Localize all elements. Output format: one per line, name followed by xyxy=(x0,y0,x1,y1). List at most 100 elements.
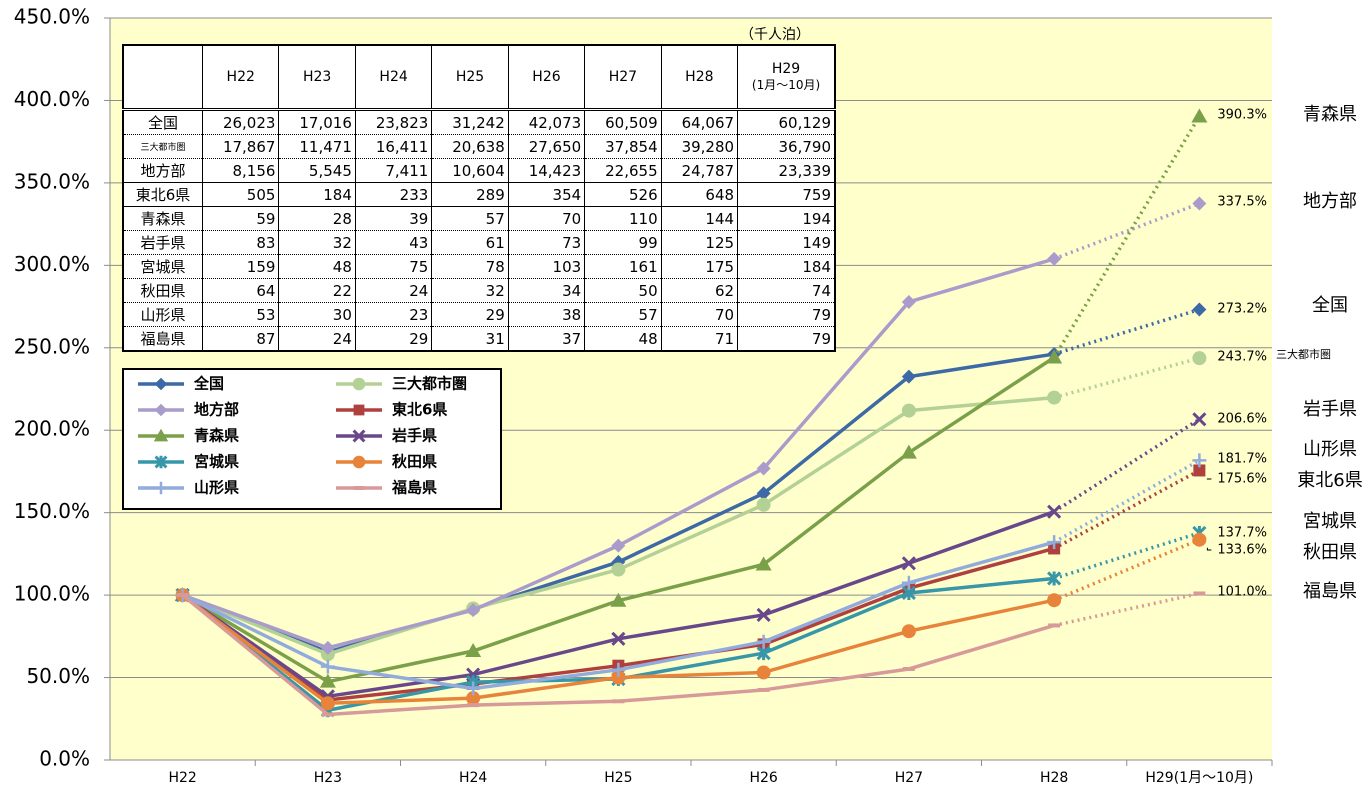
marker xyxy=(352,429,366,443)
series: 101.0% 福島県 xyxy=(176,581,1357,717)
table-cell: H24 xyxy=(354,45,432,111)
marker xyxy=(1192,532,1207,547)
table-cell: 57 xyxy=(431,206,509,231)
series-projection xyxy=(1053,531,1200,581)
data-table: H22 H23 H24 H25 H26 H27 H28 H29 (1月～10月) 全国 26,023… xyxy=(122,44,836,352)
table-cell xyxy=(122,45,203,111)
table-cell: 175 xyxy=(660,254,738,279)
marker xyxy=(1047,390,1062,405)
table-cell: 37 xyxy=(507,326,585,352)
table-cell: 74 xyxy=(737,278,835,303)
series-end-label: 三大都市圏 xyxy=(1276,347,1331,361)
x-tick-label: H23 xyxy=(314,770,342,786)
table-cell: 30 xyxy=(278,302,356,327)
leader-line xyxy=(1206,478,1212,480)
table-cell: 289 xyxy=(431,182,509,207)
marker xyxy=(154,403,168,417)
marker xyxy=(1192,453,1207,468)
marker xyxy=(610,592,627,607)
table-row: 青森県 59 28 39 57 70 110 144 194 xyxy=(122,206,835,231)
table-cell: 233 xyxy=(354,182,432,207)
table-row: 福島県 87 24 29 31 37 48 71 79 xyxy=(122,326,835,352)
value-label: 337.5% xyxy=(1217,195,1267,210)
series: 181.7% 山形県 xyxy=(175,439,1357,696)
table-cell: 7,411 xyxy=(354,158,432,183)
series-end-label: 福島県 xyxy=(1303,581,1357,602)
marker xyxy=(153,428,169,442)
y-tick-label: 50.0% xyxy=(26,664,90,688)
unit-label: （千人泊） xyxy=(740,27,810,43)
marker xyxy=(320,640,335,655)
table-cell: 38 xyxy=(507,302,585,327)
series-end-label: 秋田県 xyxy=(1303,542,1357,563)
table-cell: 全国 xyxy=(122,109,203,135)
table-cell: 48 xyxy=(278,254,356,279)
series-projection xyxy=(1053,538,1201,602)
series: 390.3% 青森県 xyxy=(174,104,1357,688)
legend-label: 全国 xyxy=(193,375,224,393)
table-cell: 61 xyxy=(431,230,509,255)
marker xyxy=(1193,464,1206,477)
table-cell: 75 xyxy=(354,254,432,279)
table-cell: 22,655 xyxy=(584,158,662,183)
marker xyxy=(154,377,168,391)
table-header: H22 H23 H24 H25 H26 H27 H28 H29 (1月～10月) xyxy=(122,45,835,111)
table-cell: 17,867 xyxy=(201,134,279,159)
x-tick-label: H22 xyxy=(168,770,196,786)
table-cell: 23,823 xyxy=(354,109,432,135)
marker xyxy=(901,575,916,590)
y-tick-label: 200.0% xyxy=(14,417,90,441)
table-cell: 37,854 xyxy=(584,134,662,159)
marker xyxy=(756,461,771,476)
table-cell: 79 xyxy=(737,326,835,352)
table-cell: 31 xyxy=(431,326,509,352)
table-cell: 79 xyxy=(737,302,835,327)
table-cell: 103 xyxy=(507,254,585,279)
legend-label: 青森県 xyxy=(194,427,239,445)
marker xyxy=(756,497,771,512)
legend-label: 秋田県 xyxy=(392,453,437,471)
marker xyxy=(901,294,916,309)
table-cell: 99 xyxy=(584,230,662,255)
table-cell: 71 xyxy=(660,326,738,352)
marker xyxy=(320,696,335,711)
table-cell: 36,790 xyxy=(737,134,835,159)
table-cell: 144 xyxy=(660,206,738,231)
y-tick-label: 400.0% xyxy=(14,87,90,111)
value-label: 206.6% xyxy=(1217,412,1267,427)
table-cell: 32 xyxy=(278,230,356,255)
value-label: 137.7% xyxy=(1217,526,1267,541)
legend-label: 福島県 xyxy=(391,479,437,497)
marker xyxy=(755,556,772,571)
table-row: 地方部 8,156 5,545 7,411 10,604 14,423 22,655 24,7… xyxy=(122,158,835,183)
series-end-label: 青森県 xyxy=(1303,104,1357,125)
marker xyxy=(1047,504,1062,519)
marker xyxy=(901,369,916,384)
table-row: 秋田県 64 22 24 32 34 50 62 74 xyxy=(122,278,835,303)
table-cell: H22 xyxy=(201,45,279,111)
table-row: 東北6県 505 184 233 289 354 526 648 759 xyxy=(122,182,835,207)
table-cell: 28 xyxy=(278,206,356,231)
marker xyxy=(900,444,917,459)
table-cell: 505 xyxy=(201,182,279,207)
table-cell: 60,509 xyxy=(584,109,662,135)
y-tick-label: 100.0% xyxy=(14,582,90,606)
legend-label: 地方部 xyxy=(194,401,239,419)
y-tick-label: 150.0% xyxy=(14,499,90,523)
series-projection xyxy=(1053,591,1200,628)
table-cell: 岩手県 xyxy=(122,230,203,255)
table-cell: 125 xyxy=(660,230,738,255)
table-cell: 22 xyxy=(278,278,356,303)
marker xyxy=(611,631,626,646)
table-cell: 73 xyxy=(507,230,585,255)
legend-label: 三大都市圏 xyxy=(392,375,467,393)
header-text: (1月～10月) xyxy=(751,78,821,92)
series-projection xyxy=(1052,115,1201,359)
series-end-label: 岩手県 xyxy=(1303,399,1357,420)
table-cell: 59 xyxy=(201,206,279,231)
series-end-label: 全国 xyxy=(1312,295,1348,316)
table-cell: 32 xyxy=(431,278,509,303)
table-cell: 43 xyxy=(354,230,432,255)
marker xyxy=(1191,108,1208,123)
